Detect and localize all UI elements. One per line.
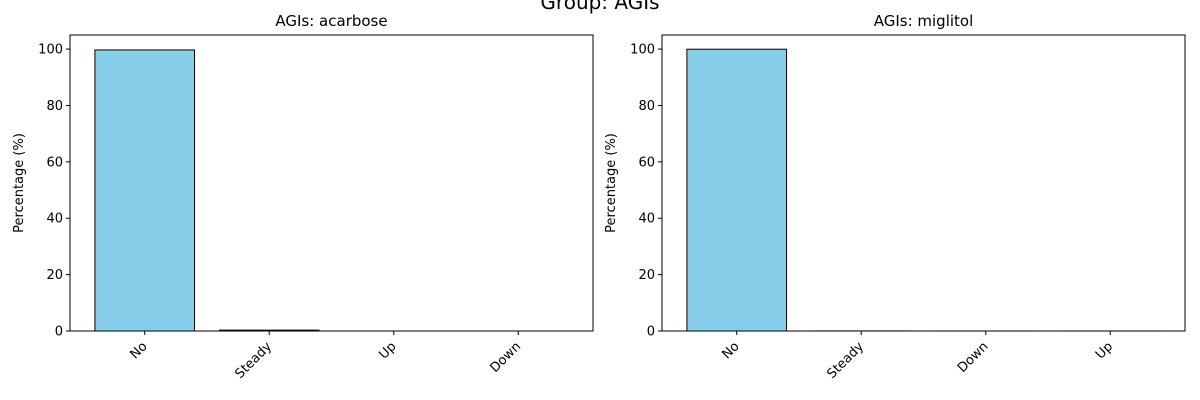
- y-tick-label: 0: [55, 325, 63, 340]
- y-tick-label: 60: [46, 155, 63, 170]
- y-axis-label: Percentage (%): [12, 133, 27, 233]
- x-tick-label-no: No: [127, 339, 150, 362]
- bar-no: [94, 49, 196, 332]
- plot-frame: [661, 34, 1186, 332]
- y-tick-label: 40: [638, 212, 655, 227]
- plot-frame: [69, 34, 594, 332]
- x-tick-label-down: Down: [955, 339, 992, 376]
- chart-panel-2: 0 20 40 60 80 100 No Steady Down Up AGIs: miglitol…: [604, 12, 1186, 382]
- x-tick-label-steady: Steady: [824, 339, 867, 382]
- bar-no: [686, 48, 788, 332]
- y-axis-label: Percentage (%): [604, 133, 619, 233]
- y-tick-label: 20: [638, 268, 655, 283]
- chart-panel-1: 0 20 40 60 80 100 No Steady Up Down AGIs: acarbose…: [12, 12, 594, 382]
- y-tick-label: 100: [38, 43, 63, 58]
- x-tick-label-up: Up: [1093, 339, 1116, 362]
- chart-title: AGIs: acarbose: [275, 12, 387, 30]
- y-tick-label: 80: [638, 99, 655, 114]
- y-tick-label: 20: [46, 268, 63, 283]
- y-tick-label: 80: [46, 99, 63, 114]
- chart-title: AGIs: miglitol: [874, 12, 974, 30]
- y-tick-label: 40: [46, 212, 63, 227]
- x-tick-label-down: Down: [487, 339, 524, 376]
- y-tick-label: 0: [647, 325, 655, 340]
- y-tick-label: 100: [630, 43, 655, 58]
- x-tick-label-up: Up: [376, 339, 399, 362]
- x-tick-label-no: No: [719, 339, 742, 362]
- figure-title: Group: AGIs: [540, 0, 660, 14]
- y-tick-label: 60: [638, 155, 655, 170]
- x-tick-label-steady: Steady: [232, 339, 275, 382]
